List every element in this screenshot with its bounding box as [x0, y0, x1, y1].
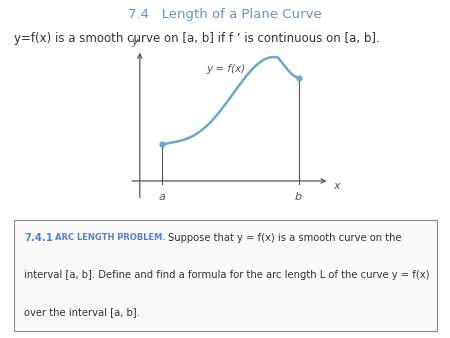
- Text: y: y: [131, 37, 138, 47]
- Text: 7.4   Length of a Plane Curve: 7.4 Length of a Plane Curve: [128, 8, 322, 21]
- Text: interval [a, b]. Define and find a formula for the arc length L of the curve y =: interval [a, b]. Define and find a formu…: [24, 270, 430, 280]
- Text: y = f(x): y = f(x): [207, 64, 246, 74]
- Text: a: a: [159, 192, 166, 202]
- Text: 7.4.1: 7.4.1: [24, 233, 53, 243]
- Text: over the interval [a, b].: over the interval [a, b].: [24, 307, 140, 317]
- Text: y=f(x) is a smooth curve on [a, b] if f ’ is continuous on [a, b].: y=f(x) is a smooth curve on [a, b] if f …: [14, 32, 379, 45]
- Text: x: x: [333, 181, 340, 191]
- Text: Suppose that y = f(x) is a smooth curve on the: Suppose that y = f(x) is a smooth curve …: [168, 233, 401, 243]
- Text: ARC LENGTH PROBLEM.: ARC LENGTH PROBLEM.: [55, 233, 166, 242]
- Text: b: b: [295, 192, 302, 202]
- FancyBboxPatch shape: [14, 220, 436, 331]
